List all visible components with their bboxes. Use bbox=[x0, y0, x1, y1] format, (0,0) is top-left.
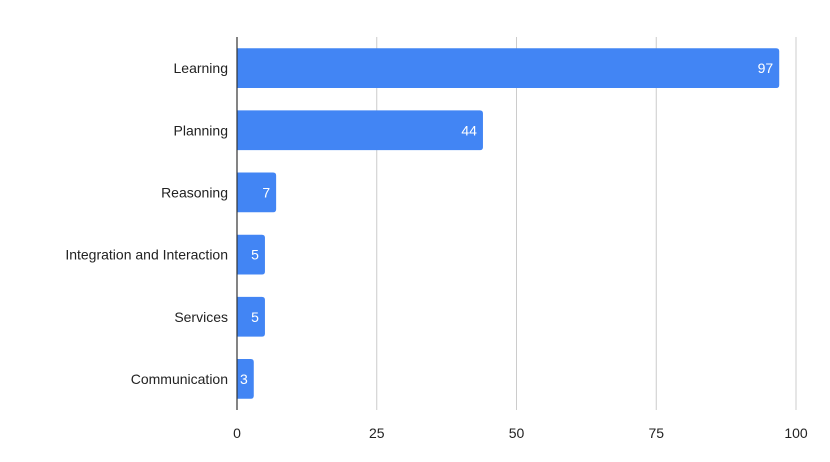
x-tick-label: 50 bbox=[509, 425, 525, 441]
data-label: 7 bbox=[262, 184, 270, 200]
bar bbox=[237, 110, 483, 151]
category-label: Planning bbox=[174, 122, 229, 138]
data-label: 44 bbox=[461, 122, 477, 138]
bar bbox=[237, 234, 265, 275]
bars: 97 44 7 5 5 3 bbox=[237, 48, 780, 399]
x-tick-label: 75 bbox=[648, 425, 664, 441]
x-tick-labels: 0 25 50 75 100 bbox=[233, 425, 808, 441]
category-labels: Learning Planning Reasoning Integration and… bbox=[65, 60, 228, 387]
category-label: Learning bbox=[174, 60, 229, 76]
data-label: 5 bbox=[251, 309, 259, 325]
grid-lines bbox=[376, 37, 797, 410]
data-label: 3 bbox=[240, 371, 248, 387]
x-tick-label: 0 bbox=[233, 425, 241, 441]
category-label: Reasoning bbox=[161, 184, 228, 200]
x-tick-label: 100 bbox=[784, 425, 808, 441]
data-label: 97 bbox=[758, 60, 774, 76]
bar bbox=[237, 296, 265, 337]
x-tick-label: 25 bbox=[369, 425, 385, 441]
data-label: 5 bbox=[251, 247, 259, 263]
category-label: Integration and Interaction bbox=[65, 247, 228, 263]
category-label: Communication bbox=[131, 371, 228, 387]
bar bbox=[237, 359, 254, 399]
bar bbox=[237, 172, 277, 213]
category-label: Services bbox=[174, 309, 228, 325]
bar bbox=[237, 48, 780, 88]
